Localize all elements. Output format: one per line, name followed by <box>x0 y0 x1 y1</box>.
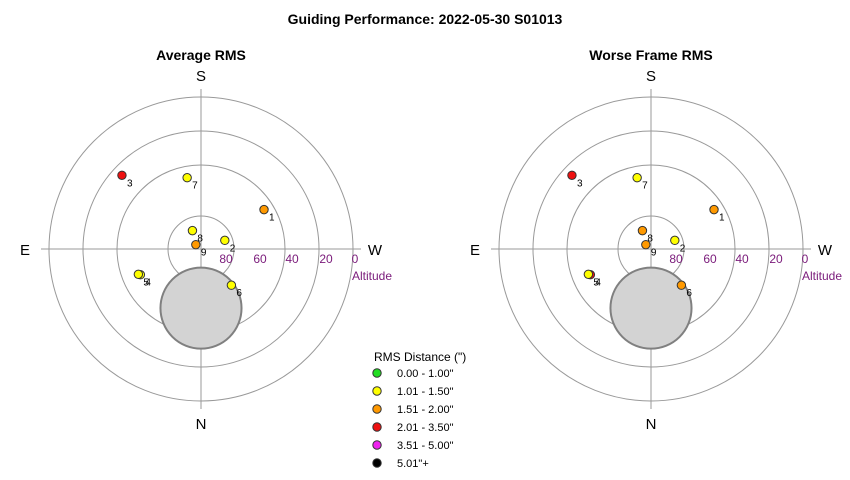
radial-tick-3: 20 <box>769 252 783 266</box>
radial-tick-0: 80 <box>669 252 683 266</box>
data-point-1 <box>259 204 269 215</box>
direction-top: S <box>196 68 206 85</box>
legend-marker-3 <box>372 422 382 432</box>
data-point-label-5: 5 <box>593 277 599 288</box>
legend-entry-2: 1.51 - 2.00" <box>397 404 454 416</box>
data-point-5 <box>583 269 594 280</box>
legend-marker-5 <box>372 458 382 468</box>
legend-marker-4 <box>372 440 382 450</box>
data-point-8 <box>637 225 648 236</box>
data-point-9 <box>641 239 651 250</box>
direction-bottom: N <box>196 416 207 433</box>
legend-entry-0: 0.00 - 1.00" <box>397 368 454 380</box>
chart-title: Guiding Performance: 2022-05-30 S01013 <box>288 11 563 27</box>
data-point-label-3: 3 <box>577 178 583 189</box>
data-point-label-7: 7 <box>642 181 648 192</box>
data-point-3 <box>117 170 127 180</box>
polar-plot-average-rms: Average RMS S N E W 80 60 40 20 0 Altitude 1 2 3 45 6 7 8… <box>20 47 392 433</box>
data-point-label-6: 6 <box>686 288 692 299</box>
legend-entry-3: 2.01 - 3.50" <box>397 422 454 434</box>
data-point-2 <box>670 235 680 246</box>
legend-title: RMS Distance (") <box>374 350 466 364</box>
direction-right: W <box>818 242 833 259</box>
direction-bottom: N <box>646 416 657 433</box>
data-point-5 <box>133 269 144 280</box>
data-point-9 <box>191 239 201 250</box>
direction-right: W <box>368 242 383 259</box>
legend-marker-0 <box>372 368 382 378</box>
data-point-label-5: 5 <box>143 277 149 288</box>
radial-axis-label: Altitude <box>802 269 842 283</box>
polar-plot-worse-frame-rms: Worse Frame RMS S N E W 80 60 40 20 0 Altitude 1 2 3 4… <box>470 47 842 433</box>
data-point-label-4: 4 <box>145 278 151 289</box>
data-point-8 <box>187 225 198 236</box>
legend-marker-2 <box>372 404 382 414</box>
data-point-label-8: 8 <box>647 234 653 245</box>
data-point-label-2: 2 <box>680 243 686 254</box>
data-point-label-1: 1 <box>719 213 725 224</box>
data-point-6 <box>226 280 237 290</box>
data-point-3 <box>567 170 577 180</box>
radial-axis-label: Altitude <box>352 269 392 283</box>
direction-top: S <box>646 68 656 85</box>
obstruction-disc <box>609 266 693 350</box>
legend-entry-4: 3.51 - 5.00" <box>397 440 454 452</box>
direction-left: E <box>470 242 480 259</box>
radial-tick-1: 60 <box>253 252 267 266</box>
radial-tick-4: 0 <box>802 252 809 266</box>
plot-title: Worse Frame RMS <box>589 47 712 63</box>
obstruction-disc <box>159 266 243 350</box>
data-point-7 <box>632 173 642 183</box>
legend-entry-5: 5.01"+ <box>397 458 429 470</box>
data-point-label-7: 7 <box>192 181 198 192</box>
radial-tick-0: 80 <box>219 252 233 266</box>
radial-tick-2: 40 <box>285 252 299 266</box>
legend-marker-1 <box>372 386 382 396</box>
data-point-label-1: 1 <box>269 213 275 224</box>
data-point-2 <box>220 235 230 246</box>
data-point-label-6: 6 <box>236 288 242 299</box>
data-point-label-9: 9 <box>201 248 207 259</box>
data-point-label-9: 9 <box>651 248 657 259</box>
direction-left: E <box>20 242 30 259</box>
plot-title: Average RMS <box>156 47 246 63</box>
data-point-6 <box>676 280 687 290</box>
data-point-label-8: 8 <box>197 234 203 245</box>
radial-tick-4: 0 <box>352 252 359 266</box>
data-point-1 <box>709 204 719 215</box>
data-point-label-2: 2 <box>230 243 236 254</box>
radial-tick-1: 60 <box>703 252 717 266</box>
radial-tick-3: 20 <box>319 252 333 266</box>
data-point-label-3: 3 <box>127 178 133 189</box>
legend: RMS Distance (") 0.00 - 1.00" 1.01 - 1.50"… <box>372 350 466 470</box>
radial-tick-2: 40 <box>735 252 749 266</box>
data-point-label-4: 4 <box>595 278 601 289</box>
legend-entry-1: 1.01 - 1.50" <box>397 386 454 398</box>
data-point-7 <box>182 173 192 183</box>
